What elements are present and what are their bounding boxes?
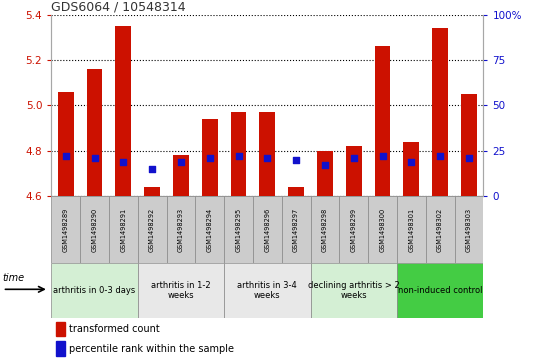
Point [177, 159, 185, 164]
Text: GSM1498298: GSM1498298 [322, 208, 328, 252]
Point [321, 162, 329, 168]
Point [349, 155, 358, 161]
Point [436, 153, 444, 159]
Bar [426, 196, 455, 263]
Bar [310, 196, 339, 263]
Bar [397, 196, 426, 263]
Bar [224, 263, 310, 318]
Bar [51, 263, 138, 318]
Bar [202, 119, 218, 196]
Text: GSM1498293: GSM1498293 [178, 208, 184, 252]
Bar [166, 196, 195, 263]
Bar [138, 196, 166, 263]
Bar [138, 263, 224, 318]
Bar [368, 196, 397, 263]
Bar [253, 196, 282, 263]
Bar [432, 28, 448, 196]
Text: transformed count: transformed count [70, 324, 160, 334]
Bar [86, 69, 103, 196]
Bar [455, 196, 483, 263]
Point [234, 153, 243, 159]
Text: GSM1498292: GSM1498292 [149, 208, 155, 252]
Point [119, 159, 127, 164]
Text: GDS6064 / 10548314: GDS6064 / 10548314 [51, 0, 186, 13]
Point [90, 155, 99, 161]
Bar [282, 196, 310, 263]
Text: GSM1498301: GSM1498301 [408, 208, 414, 252]
Bar [403, 142, 419, 196]
Bar [288, 187, 304, 196]
Text: GSM1498289: GSM1498289 [63, 208, 69, 252]
Point [62, 153, 70, 159]
Bar [173, 155, 189, 196]
Bar [346, 146, 362, 196]
Bar [58, 92, 73, 196]
Bar [397, 263, 483, 318]
Text: GSM1498302: GSM1498302 [437, 208, 443, 252]
Text: GSM1498300: GSM1498300 [380, 208, 386, 252]
Text: GSM1498290: GSM1498290 [91, 208, 98, 252]
Point [263, 155, 272, 161]
Bar [231, 112, 246, 196]
Bar [375, 46, 390, 196]
Text: GSM1498291: GSM1498291 [120, 208, 126, 252]
Point [205, 155, 214, 161]
Bar [80, 196, 109, 263]
Bar [51, 196, 80, 263]
Bar [56, 322, 65, 337]
Bar [259, 112, 275, 196]
Text: arthritis in 3-4
weeks: arthritis in 3-4 weeks [238, 281, 297, 300]
Text: GSM1498299: GSM1498299 [350, 208, 357, 252]
Point [148, 166, 157, 172]
Bar [116, 26, 131, 196]
Bar [109, 196, 138, 263]
Bar [339, 196, 368, 263]
Text: GSM1498303: GSM1498303 [466, 208, 472, 252]
Text: declining arthritis > 2
weeks: declining arthritis > 2 weeks [308, 281, 400, 300]
Point [464, 155, 473, 161]
Bar [224, 196, 253, 263]
Text: percentile rank within the sample: percentile rank within the sample [70, 343, 234, 354]
Text: GSM1498294: GSM1498294 [207, 208, 213, 252]
Bar [144, 187, 160, 196]
Text: arthritis in 0-3 days: arthritis in 0-3 days [53, 286, 136, 295]
Point [407, 159, 416, 164]
Point [292, 157, 300, 163]
Bar [317, 151, 333, 196]
Bar [310, 263, 397, 318]
Text: time: time [3, 273, 25, 284]
Bar [195, 196, 224, 263]
Text: GSM1498295: GSM1498295 [235, 208, 241, 252]
Point [378, 153, 387, 159]
Bar [461, 94, 477, 196]
Bar [56, 342, 65, 356]
Text: non-induced control: non-induced control [398, 286, 482, 295]
Text: GSM1498297: GSM1498297 [293, 208, 299, 252]
Text: GSM1498296: GSM1498296 [264, 208, 271, 252]
Text: arthritis in 1-2
weeks: arthritis in 1-2 weeks [151, 281, 211, 300]
